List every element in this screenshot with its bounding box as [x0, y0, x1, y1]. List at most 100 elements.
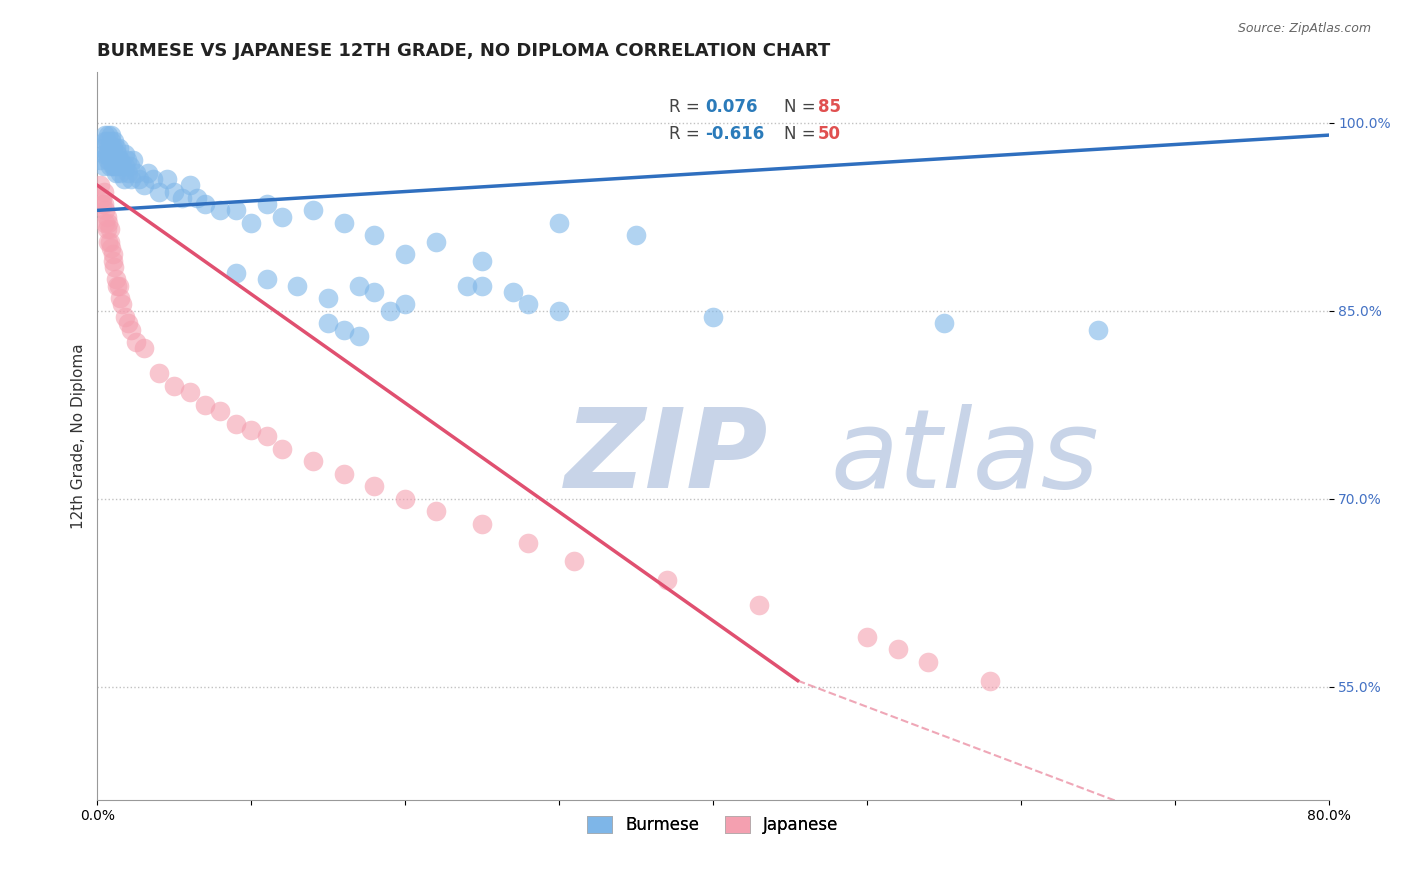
Point [110, 153, 132, 168]
Point [101, 147, 124, 161]
Point [136, 166, 159, 180]
Point [394, 247, 416, 261]
Point [103, 135, 125, 149]
Point [121, 153, 143, 168]
Point [101, 141, 124, 155]
Point [103, 147, 125, 161]
Point [91, 141, 114, 155]
Point [117, 316, 139, 330]
Point [114, 160, 136, 174]
Point [94, 135, 117, 149]
Point [89, 178, 111, 193]
Point [105, 278, 128, 293]
Point [979, 673, 1001, 688]
Point [394, 297, 416, 311]
Point [932, 316, 955, 330]
Point [1087, 322, 1109, 336]
Point [98, 160, 121, 174]
Point [156, 172, 179, 186]
Point [98, 235, 121, 249]
Point [132, 178, 155, 193]
Point [347, 278, 370, 293]
Point [655, 574, 678, 588]
Point [104, 272, 127, 286]
Point [394, 491, 416, 506]
Point [163, 379, 186, 393]
Point [114, 310, 136, 324]
Point [103, 160, 125, 174]
Text: atlas: atlas [830, 404, 1098, 511]
Point [97, 235, 120, 249]
Point [256, 197, 278, 211]
Point [115, 153, 138, 168]
Point [91, 197, 114, 211]
Point [301, 454, 323, 468]
Point [225, 203, 247, 218]
Point [104, 153, 127, 168]
Point [93, 160, 115, 174]
Point [256, 429, 278, 443]
Point [98, 147, 121, 161]
Point [332, 467, 354, 481]
Point [89, 153, 111, 168]
Point [148, 367, 170, 381]
Point [456, 278, 478, 293]
Point [105, 160, 128, 174]
Text: R =: R = [669, 98, 704, 116]
Point [240, 216, 263, 230]
Point [186, 191, 208, 205]
Point [110, 291, 132, 305]
Point [517, 297, 540, 311]
Point [108, 141, 131, 155]
Text: N =: N = [785, 125, 821, 143]
Point [332, 216, 354, 230]
Point [96, 147, 118, 161]
Point [101, 253, 124, 268]
Legend: Burmese, Japanese: Burmese, Japanese [579, 807, 846, 842]
Point [332, 322, 354, 336]
Text: R =: R = [669, 125, 704, 143]
Point [103, 260, 125, 274]
Point [111, 160, 134, 174]
Point [240, 423, 263, 437]
Point [256, 272, 278, 286]
Point [96, 210, 118, 224]
Point [194, 197, 217, 211]
Point [316, 291, 339, 305]
Point [125, 166, 148, 180]
Point [117, 166, 139, 180]
Point [502, 285, 524, 299]
Point [94, 128, 117, 142]
Point [108, 153, 131, 168]
Point [564, 554, 586, 568]
Point [917, 655, 939, 669]
Point [101, 247, 124, 261]
Point [363, 285, 385, 299]
Point [378, 303, 401, 318]
Text: Source: ZipAtlas.com: Source: ZipAtlas.com [1237, 22, 1371, 36]
Point [111, 297, 134, 311]
Text: 0.076: 0.076 [706, 98, 758, 116]
Point [94, 203, 117, 218]
Point [301, 203, 323, 218]
Point [94, 216, 117, 230]
Point [363, 228, 385, 243]
Point [548, 303, 571, 318]
Point [97, 153, 120, 168]
Point [125, 334, 148, 349]
Point [100, 241, 122, 255]
Point [471, 253, 494, 268]
Point [548, 216, 571, 230]
Point [163, 185, 186, 199]
Point [287, 278, 309, 293]
Point [702, 310, 724, 324]
Point [114, 147, 136, 161]
Point [142, 172, 165, 186]
Point [209, 404, 232, 418]
Point [179, 385, 201, 400]
Point [225, 417, 247, 431]
Text: BURMESE VS JAPANESE 12TH GRADE, NO DIPLOMA CORRELATION CHART: BURMESE VS JAPANESE 12TH GRADE, NO DIPLO… [97, 42, 831, 60]
Point [517, 535, 540, 549]
Point [93, 147, 115, 161]
Point [179, 178, 201, 193]
